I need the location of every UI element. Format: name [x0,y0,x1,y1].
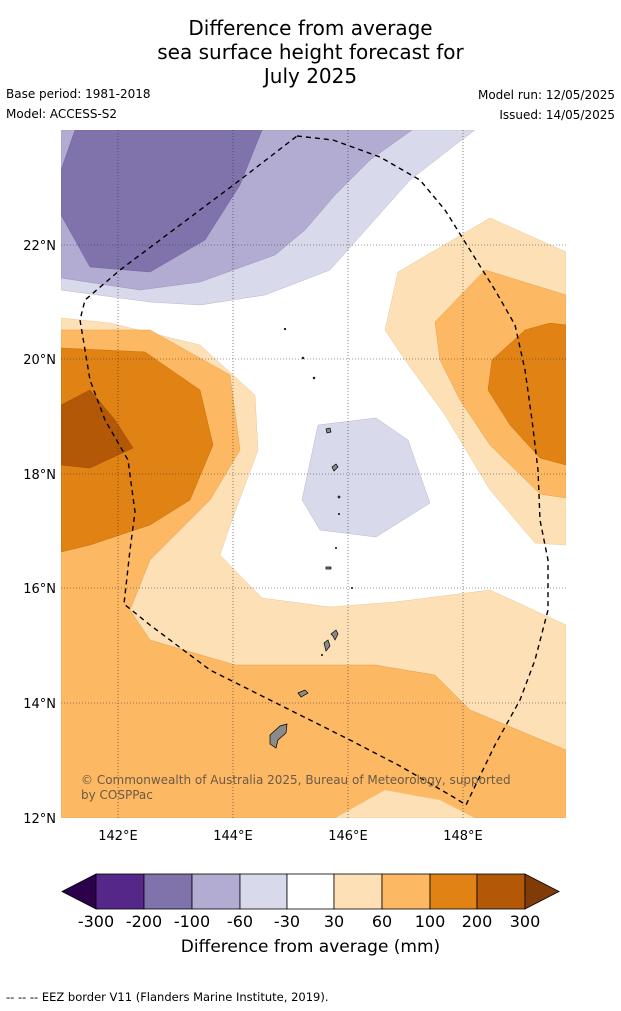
colorbar-label-1: -300 [78,912,114,931]
colorbar-title: Difference from average (mm) [180,937,441,957]
colorbar [61,873,560,910]
lon-tick-144: 144°E [213,829,253,844]
contour-pos-100-east [487,322,566,466]
colorbar-label-5: -30 [274,912,300,931]
colorbar-bin-4 [239,873,288,910]
contour-fill-layer [61,130,566,818]
title-line-3: July 2025 [263,64,358,88]
lat-tick-20: 20°N [23,353,56,368]
contour-pos-200-west [61,389,134,469]
base-period-text: Base period: 1981-2018 [6,87,151,101]
colorbar-label-10: 300 [510,912,541,931]
lat-tick-18: 18°N [23,468,56,483]
copyright-line-2: by COSPPac [81,788,153,802]
colorbar-label-9: 200 [462,912,493,931]
model-run-text: Model run: 12/05/2025 [477,88,615,102]
lon-tick-142: 142°E [98,829,138,844]
colorbar-label-6: 30 [324,912,344,931]
lon-ticks: 142°E 144°E 146°E 148°E [98,829,483,844]
map-title: Difference from average sea surface heig… [0,16,621,88]
colorbar-bin-7 [381,873,431,910]
eez-border [79,135,549,807]
copyright-line-1: © Commonwealth of Australia 2025, Bureau… [81,773,511,787]
lon-tick-146: 146°E [328,829,368,844]
colorbar-max-arrow [524,873,560,910]
colorbar-bin-6 [333,873,383,910]
lat-tick-22: 22°N [23,239,56,254]
contour-neg-100 [61,130,263,273]
lon-tick-148: 148°E [443,829,483,844]
lat-tick-16: 16°N [23,582,56,597]
lat-tick-12: 12°N [23,812,56,827]
colorbar-label-4: -60 [227,912,253,931]
gridlines [61,130,566,818]
issued-text: Issued: 14/05/2025 [499,108,615,122]
colorbar-bin-1 [95,873,145,910]
colorbar-bin-5 [286,873,335,910]
title-line-1: Difference from average [188,16,433,40]
contour-neg-30-center [301,417,431,538]
model-text: Model: ACCESS-S2 [6,107,118,121]
colorbar-label-7: 60 [372,912,392,931]
contour-pos-100-west [61,347,214,553]
lat-tick-14: 14°N [23,697,56,712]
colorbar-bin-3 [191,873,241,910]
colorbar-label-2: -200 [126,912,162,931]
colorbar-bin-2 [143,873,193,910]
colorbar-labels: -300 -200 -100 -60 -30 30 60 100 200 300 [78,912,540,931]
colorbar-label-8: 100 [415,912,446,931]
lat-ticks: 22°N 20°N 18°N 16°N 14°N 12°N [23,239,56,827]
eez-footnote: -- -- -- EEZ border V11 (Flanders Marine… [6,990,329,1004]
colorbar-bin-9 [476,873,526,910]
colorbar-label-3: -100 [174,912,210,931]
contour-pos-30-lens [334,789,476,818]
title-line-2: sea surface height forecast for [157,40,464,64]
colorbar-min-arrow [61,873,97,910]
colorbar-bin-8 [429,873,478,910]
island-icon [269,327,353,749]
